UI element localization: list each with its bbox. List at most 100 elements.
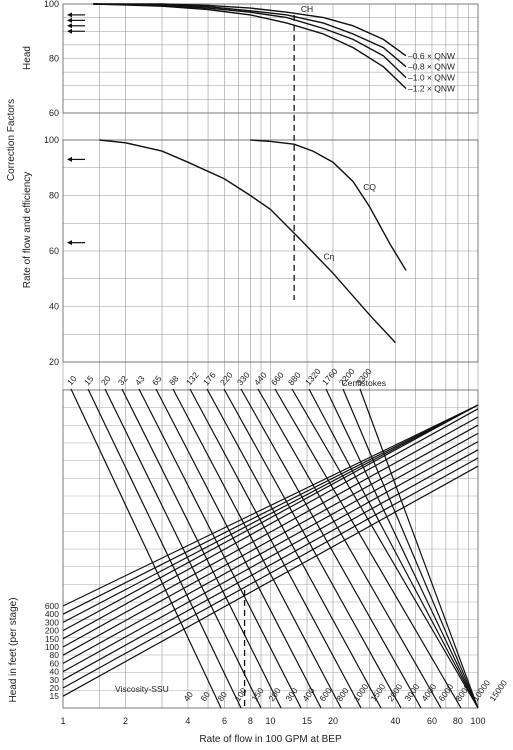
flow-axis-title: Rate of flow and efficiency [22, 172, 33, 289]
flow-y-tick-label: 20 [49, 357, 59, 367]
ssu-label: 200 [266, 686, 282, 704]
head-value-label: 100 [45, 642, 59, 652]
head-value-label: 600 [45, 601, 59, 611]
viscosity-line [189, 388, 362, 709]
centistokes-label: 15 [82, 373, 96, 387]
head-curve [93, 3, 407, 90]
head-line [62, 404, 479, 615]
ssu-label: 400 [300, 686, 316, 704]
head-value-label: 150 [45, 634, 59, 644]
left-axis-title: Correction Factors [6, 99, 17, 181]
centistokes-title: Centistokes [342, 378, 386, 388]
head-arrow-head [67, 17, 72, 23]
centistokes-label: 440 [252, 370, 269, 388]
head-value-label: 80 [50, 650, 60, 660]
centistokes-label: 20 [99, 373, 113, 387]
head-arrow-head [67, 28, 72, 34]
viscosity-line [342, 388, 479, 709]
centistokes-label: 132 [184, 370, 201, 388]
centistokes-label: 660 [269, 370, 286, 388]
ssu-label: 3000 [402, 682, 421, 703]
panel-border [62, 3, 479, 114]
head-curve-label: –0.6 × QNW [408, 51, 455, 61]
head-line [62, 465, 479, 697]
x-tick-label: 40 [390, 716, 400, 726]
head-line [62, 408, 479, 640]
x-axis-title: Rate of flow in 100 GPM at BEP [199, 734, 342, 745]
flow-curve [99, 139, 396, 344]
head-line [62, 416, 479, 648]
panel-border [62, 389, 479, 709]
x-tick-label: 4 [185, 716, 190, 726]
nomogram-axis-title: Head in feet (per stage) [8, 597, 19, 702]
head-line [62, 432, 479, 664]
head-curve-label: –1.0 × QNW [408, 73, 455, 83]
ssu-label: 15000 [487, 678, 509, 703]
head-value-label: 60 [50, 658, 60, 668]
viscosity-line [325, 388, 479, 709]
centistokes-label: 10 [65, 373, 79, 387]
x-tick-label: 15 [302, 716, 312, 726]
viscosity-line [308, 388, 479, 709]
centistokes-label: 43 [133, 373, 147, 387]
flow-arrow-head [67, 156, 72, 162]
centistokes-label: 65 [150, 373, 164, 387]
ssu-label: 100 [232, 686, 248, 704]
x-tick-label: 6 [222, 716, 227, 726]
viscosity-line [138, 388, 302, 709]
x-tick-label: 60 [427, 716, 437, 726]
viscosity-line [155, 388, 322, 709]
ssu-label: 600 [317, 686, 333, 704]
curves-layer [62, 3, 479, 709]
head-curve [93, 3, 407, 68]
head-arrow-head [67, 12, 72, 18]
head-curve-label: –1.2 × QNW [408, 83, 455, 93]
viscosity-line [240, 388, 422, 709]
flow-y-tick-label: 60 [49, 246, 59, 256]
ssu-label: 40 [181, 689, 195, 703]
flow-y-tick-label: 40 [49, 302, 59, 312]
viscosity-line [206, 388, 382, 709]
ssu-label: 1000 [351, 682, 370, 703]
head-value-label: 300 [45, 617, 59, 627]
centistokes-label: 32 [116, 373, 130, 387]
viscosity-line [359, 388, 479, 709]
head-y-tick-label: 60 [49, 108, 59, 118]
x-tick-label: 10 [265, 716, 275, 726]
x-tick-label: 8 [248, 716, 253, 726]
viscosity-line [172, 388, 342, 709]
centistokes-label: 1320 [303, 366, 323, 387]
head-value-label: 20 [50, 683, 60, 693]
head-arrow-head [67, 23, 72, 29]
head-line [62, 441, 479, 673]
flow-curve [250, 139, 407, 271]
ssu-label: 60 [198, 689, 212, 703]
viscosity-line [257, 388, 442, 709]
flow-y-tick-label: 100 [44, 135, 59, 145]
viscosity-line [274, 388, 462, 709]
centistokes-label: 330 [235, 370, 252, 388]
head-curve [93, 3, 407, 57]
ssu-label: 6000 [436, 682, 455, 703]
head-y-tick-label: 100 [44, 0, 59, 9]
panel-border [62, 139, 479, 363]
head-value-label: 200 [45, 626, 59, 636]
flow-arrow-head [67, 240, 72, 246]
head-value-label: 15 [50, 691, 60, 701]
ssu-label: 1500 [368, 682, 387, 703]
ssu-title: Viscosity-SSU [115, 684, 169, 694]
viscosity-line [291, 388, 479, 709]
head-line [62, 404, 479, 623]
centistokes-label: 880 [286, 370, 303, 388]
viscosity-line [104, 388, 262, 709]
centistokes-label: 1760 [320, 366, 340, 387]
x-tick-label: 1 [60, 716, 65, 726]
x-tick-label: 2 [123, 716, 128, 726]
centistokes-label: 88 [167, 373, 181, 387]
viscosity-line [121, 388, 282, 709]
cq-label: CQ [363, 182, 376, 192]
chart-grid [62, 3, 479, 709]
head-curve-label: –0.8 × QNW [408, 62, 455, 72]
viscosity-line [223, 388, 402, 709]
